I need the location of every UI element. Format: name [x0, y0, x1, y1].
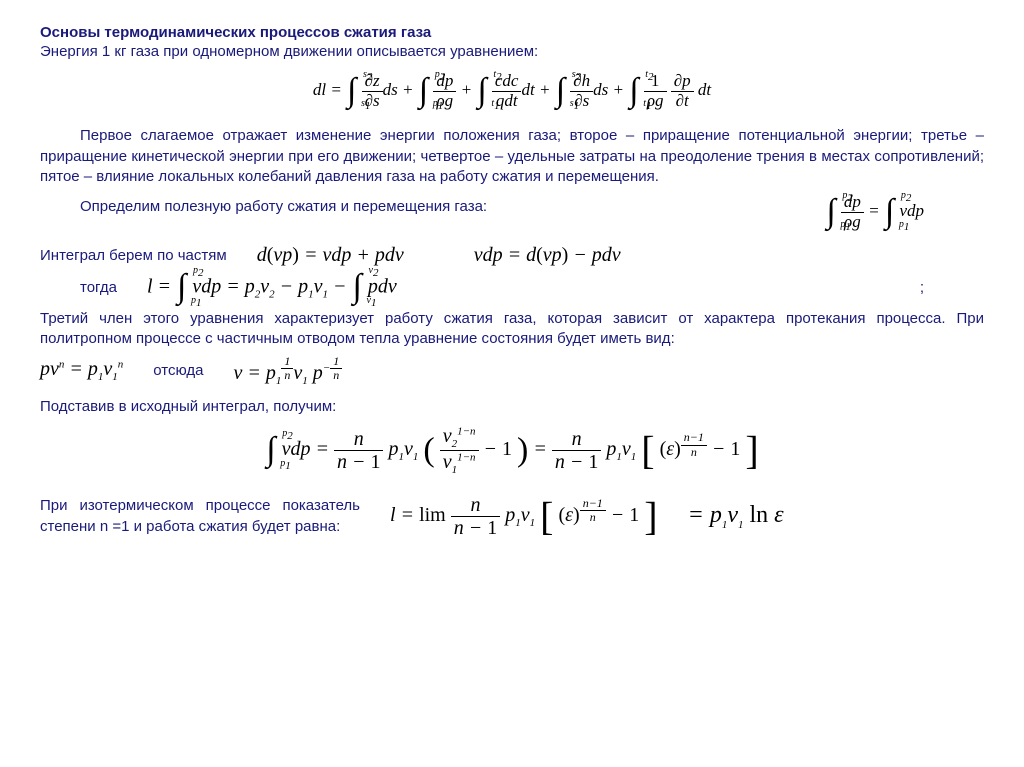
- equation-5b: v = p11nv1 p−1n: [234, 355, 343, 387]
- equation-3a: d(vp) = vdp + pdv: [257, 244, 404, 267]
- label-hence: отсюда: [153, 362, 203, 379]
- paragraph-2-label: Определим полезную работу сжатия и перем…: [40, 197, 795, 217]
- paragraph-1: Первое слагаемое отражает изменение энер…: [40, 126, 984, 187]
- subtitle: Энергия 1 кг газа при одномерном движени…: [40, 43, 984, 60]
- equation-3b: vdp = d(vp) − pdv: [474, 244, 621, 267]
- paragraph-5: Подставив в исходный интеграл, получим:: [40, 397, 984, 417]
- semicolon: ;: [920, 279, 924, 296]
- equation-7: l = lim nn − 1 p1v1 [ (ε)n−1n − 1 ]: [390, 494, 658, 539]
- equation-1: dl = s2∫s1 ∂z∂sds + p2∫p1 dpρg + t2∫t1 c…: [40, 72, 984, 110]
- equation-6: p2∫p1 vdp = nn − 1 p1v1 ( v21−nv11−n − 1…: [40, 425, 984, 476]
- label-then: тогда: [80, 279, 117, 296]
- page-title: Основы термодинамических процессов сжати…: [40, 24, 984, 41]
- paragraph-4: Третий член этого уравнения характеризуе…: [40, 309, 984, 350]
- label-by-parts: Интеграл берем по частям: [40, 247, 227, 264]
- equation-5a: pvn = p1v1n: [40, 358, 123, 383]
- equation-7-rhs: = p1v1 ln ε: [688, 502, 784, 531]
- equation-2: p2∫p1 dpρg = p2∫p1 vdp: [825, 193, 924, 231]
- paragraph-6: При изотермическом процессе показатель с…: [40, 496, 360, 537]
- equation-4: l = p2∫p1 vdp = p2v2 − p1v1 − v2∫v1 pdv: [147, 273, 397, 303]
